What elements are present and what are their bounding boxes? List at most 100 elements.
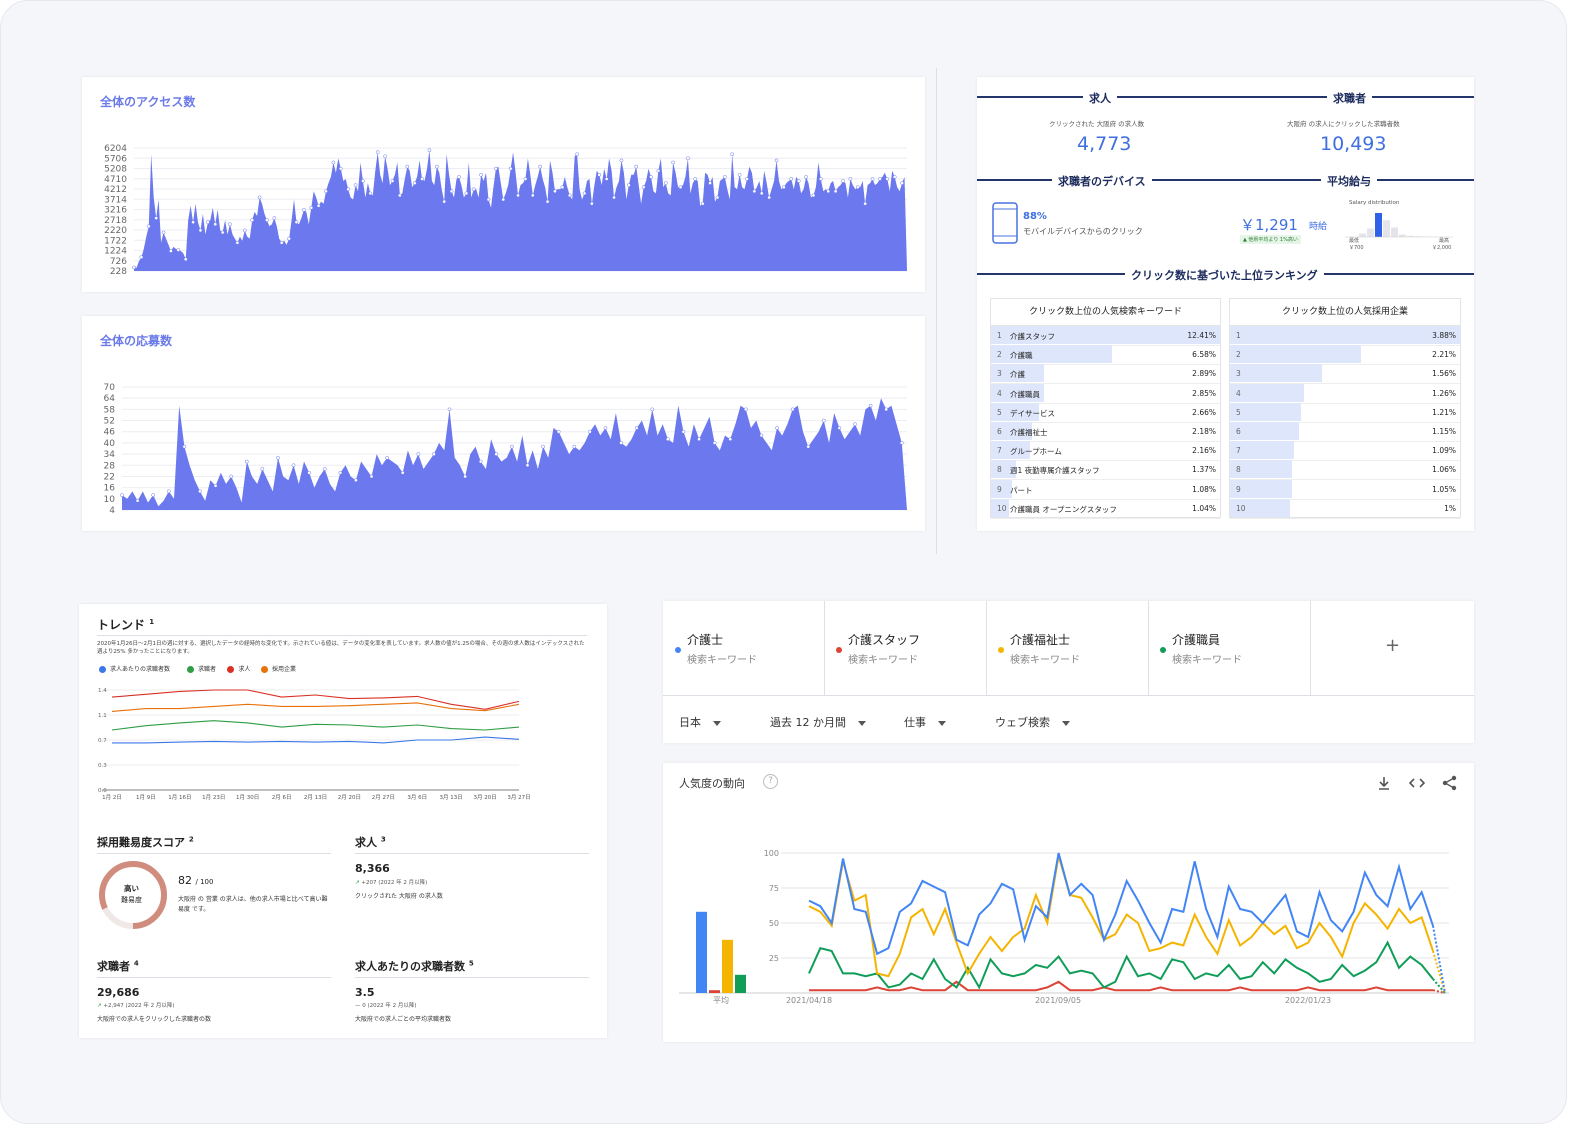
- term-name: 介護士: [687, 633, 724, 647]
- term-slot[interactable]: 介護スタッフ 検索キーワード: [824, 601, 987, 695]
- ranking-bar: [1230, 422, 1299, 440]
- filter-dropdown[interactable]: 仕事: [904, 714, 946, 730]
- data-point: [213, 483, 218, 488]
- ranking-row[interactable]: 4 介護職員 2.85%: [991, 383, 1220, 404]
- ranking-row[interactable]: 7 1.09%: [1230, 441, 1460, 462]
- legend-item[interactable]: 求人: [227, 664, 250, 673]
- rank-label: 介護職: [1010, 351, 1033, 361]
- rank-value: 2.16%: [1192, 446, 1216, 456]
- ranking-row[interactable]: 2 2.21%: [1230, 345, 1460, 366]
- data-point: [244, 459, 249, 464]
- ranking-row[interactable]: 9 パート 1.08%: [991, 479, 1220, 500]
- legend-label: 求人あたりの求職者数: [110, 666, 171, 673]
- data-point: [412, 181, 417, 185]
- legend-item[interactable]: 求人あたりの求職者数: [99, 664, 170, 673]
- data-point: [818, 177, 823, 181]
- ranking-row[interactable]: 9 1.05%: [1230, 479, 1460, 500]
- data-point: [868, 403, 873, 408]
- embed-icon[interactable]: [1409, 776, 1425, 790]
- compare-terms-bar: 介護士 検索キーワード 介護スタッフ 検索キーワード 介護福祉士 検索キーワード 介護職員検…: [663, 601, 1474, 743]
- popularity-title: 人気度の動向: [679, 777, 745, 790]
- ranking-row[interactable]: 10 1%: [1230, 498, 1460, 519]
- score-description: 大阪府 の 営業 の求人は、他の求人市場と比べて高い難易度 です。: [178, 896, 328, 913]
- ranking-row[interactable]: 2 介護職 6.58%: [991, 345, 1220, 366]
- data-point: [841, 179, 845, 183]
- access-chart: 6204570652084710421237143216271822201722…: [104, 144, 907, 277]
- add-term-button[interactable]: +: [1385, 635, 1401, 656]
- data-point: [712, 441, 717, 445]
- ranking-row[interactable]: 8 週1 夜勤専属介護スタッフ 1.37%: [991, 460, 1220, 481]
- help-icon[interactable]: ?: [763, 774, 778, 789]
- ranking-bar: [1230, 345, 1362, 364]
- jobs-value: 4,773: [1077, 133, 1132, 155]
- data-point: [899, 441, 904, 445]
- data-point: [619, 441, 623, 445]
- ranking-row[interactable]: 6 1.15%: [1230, 422, 1460, 442]
- filter-dropdown[interactable]: ウェブ検索: [995, 714, 1070, 730]
- data-point: [220, 230, 225, 235]
- term-slot[interactable]: 介護福祉士 検索キーワード: [986, 601, 1149, 695]
- data-point: [737, 172, 742, 177]
- ratio-stat-title: 求人あたりの求職者数 5: [355, 958, 474, 974]
- legend-label: 採用企業: [272, 666, 297, 673]
- data-point: [722, 175, 727, 179]
- data-point: [390, 179, 395, 183]
- trend-title-text: トレンド: [97, 618, 146, 632]
- ranking-bar: [1230, 364, 1322, 383]
- ranking-row[interactable]: 7 グループホーム 2.16%: [991, 441, 1220, 462]
- ranking-row[interactable]: 6 介護福祉士 2.18%: [991, 422, 1220, 442]
- legend-label: 求職者: [198, 666, 217, 673]
- ranking-row[interactable]: 4 1.26%: [1230, 383, 1460, 404]
- ranking-row[interactable]: 8 1.06%: [1230, 460, 1460, 481]
- company-ranking-table: クリック数上位の人気採用企業 1 3.88% 2 2.21% 3 1.56% 4 1.26% 5…: [1229, 298, 1461, 519]
- share-icon[interactable]: [1442, 775, 1458, 791]
- download-icon[interactable]: [1377, 776, 1391, 790]
- ranking-row[interactable]: 1 3.88%: [1230, 326, 1460, 346]
- legend-item[interactable]: 求職者: [187, 664, 216, 673]
- data-point: [619, 158, 624, 163]
- rank-value: 2.85%: [1192, 388, 1216, 398]
- area-series: [122, 398, 907, 510]
- x-tick-label: 3月 13日: [440, 794, 463, 801]
- data-point: [804, 175, 808, 179]
- ranking-bar: [991, 383, 1044, 402]
- ranking-bar: [991, 326, 1220, 344]
- seekers-stat-title-text: 求職者: [97, 960, 130, 973]
- trend-up-icon: ↗: [97, 1003, 102, 1009]
- data-point: [588, 429, 592, 434]
- apply-chart-card: 全体の応募数 70 64 58 52 46 40 34 28 22 16 10 4: [82, 316, 925, 531]
- score-value: 82: [178, 874, 192, 887]
- data-point: [900, 181, 904, 185]
- y-tick-label: 58: [104, 405, 116, 415]
- popularity-chart: 100 75 50 25 2021/04/18 2021/09/05 2022/01/23 平…: [679, 849, 1449, 1005]
- legend-item[interactable]: 採用企業: [261, 664, 296, 673]
- y-tick-label: 1722: [104, 236, 127, 246]
- y-tick-label: 3216: [104, 206, 127, 216]
- device-description: モバイルデバイスからのクリック: [1023, 227, 1143, 236]
- ranking-row[interactable]: 3 1.56%: [1230, 364, 1460, 385]
- ranking-row[interactable]: 5 デイサービス 2.66%: [991, 402, 1220, 423]
- filter-label: 過去 12 か月間: [770, 716, 846, 729]
- ranking-row[interactable]: 3 介護 2.89%: [991, 364, 1220, 385]
- ranking-row[interactable]: 5 1.21%: [1230, 402, 1460, 423]
- term-slot[interactable]: 介護士 検索キーワード: [663, 601, 825, 695]
- filter-dropdown[interactable]: 過去 12 か月間: [770, 714, 866, 730]
- data-point: [597, 172, 602, 177]
- filter-dropdown[interactable]: 日本: [679, 714, 721, 730]
- data-point: [257, 195, 262, 200]
- data-point: [826, 189, 831, 194]
- y-tick-label: 228: [110, 267, 127, 277]
- divider-line: [355, 853, 589, 854]
- rank-value: 1.09%: [1432, 446, 1456, 456]
- data-point: [774, 158, 779, 163]
- data-point: [463, 474, 467, 479]
- data-point: [294, 220, 299, 225]
- ranking-row[interactable]: 1 介護スタッフ 12.41%: [991, 326, 1220, 346]
- x-tick-label: 1月 30日: [236, 794, 259, 801]
- data-point: [837, 426, 842, 430]
- ranking-row[interactable]: 10 介護職員 オープニングスタッフ 1.04%: [991, 498, 1220, 519]
- term-slot[interactable]: 介護職員 検索キーワード: [1148, 601, 1311, 695]
- rank-number: 4: [1236, 388, 1241, 398]
- data-point: [789, 177, 794, 181]
- data-point: [649, 175, 653, 179]
